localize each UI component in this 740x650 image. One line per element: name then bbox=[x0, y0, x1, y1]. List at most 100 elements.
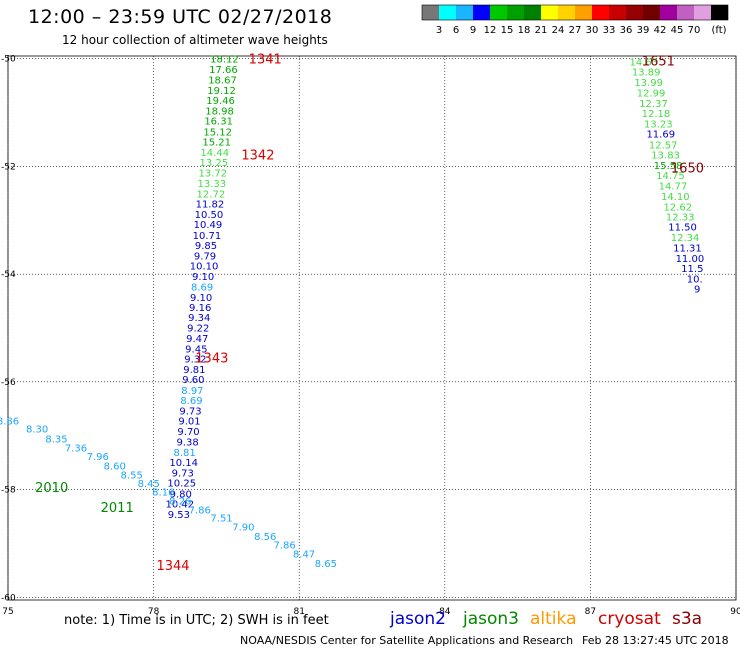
colorbar-label: 30 bbox=[586, 25, 599, 36]
wave-height-points: 18.1217.6618.6719.1219.4618.9816.3115.12… bbox=[0, 53, 704, 574]
wave-height-point: 9.70 bbox=[177, 427, 199, 438]
wave-height-point: 9.53 bbox=[168, 510, 190, 521]
wave-height-point: 19.46 bbox=[206, 96, 235, 107]
wave-height-point: 15.21 bbox=[202, 138, 231, 149]
y-tick-label: -54 bbox=[1, 270, 16, 280]
wave-height-point: 9.16 bbox=[189, 303, 211, 314]
credit-text: NOAA/NESDIS Center for Satellite Applica… bbox=[240, 634, 574, 647]
wave-height-point: 9.79 bbox=[194, 251, 216, 262]
colorbar-swatch bbox=[558, 5, 575, 20]
wave-height-point: 13.99 bbox=[634, 78, 663, 89]
wave-height-point: 10.25 bbox=[167, 479, 196, 490]
wave-height-point: 10.50 bbox=[195, 210, 224, 221]
wave-height-point: 8.16 bbox=[152, 488, 174, 499]
wave-height-point: 12.34 bbox=[671, 233, 700, 244]
wave-height-point: 9.81 bbox=[183, 365, 205, 376]
wave-height-point: 18.12 bbox=[210, 55, 239, 66]
wave-height-point: 7.51 bbox=[210, 514, 232, 525]
wave-height-point: 14.77 bbox=[659, 181, 688, 192]
y-tick-label: -60 bbox=[1, 593, 16, 603]
colorbar-swatch bbox=[660, 5, 677, 20]
wave-height-point: 9.22 bbox=[187, 323, 209, 334]
wave-height-point: 10. bbox=[687, 274, 703, 285]
colorbar-swatch bbox=[677, 5, 694, 20]
wave-height-point: 14.44 bbox=[200, 148, 229, 159]
pass-number-label: 2010 bbox=[35, 481, 68, 496]
colorbar: 3 6 9 12 15 18 21 24 27 30 33 36 39 42 45 70 (ft) bbox=[421, 4, 729, 36]
legend-jason3: jason3 bbox=[463, 609, 519, 629]
wave-height-point: 8.55 bbox=[121, 471, 143, 482]
wave-height-point: 8.97 bbox=[181, 386, 203, 397]
wave-height-point: 10.14 bbox=[169, 458, 198, 469]
colorbar-swatch bbox=[609, 5, 626, 20]
pass-number-label: 1651 bbox=[642, 54, 675, 69]
wave-height-point: 8.60 bbox=[104, 461, 126, 472]
colorbar-swatch bbox=[711, 5, 728, 20]
wave-height-point: 14.75 bbox=[656, 171, 685, 182]
wave-height-point: 8.30 bbox=[26, 425, 48, 436]
wave-height-point: 15.12 bbox=[203, 127, 232, 138]
wave-height-point: 10.10 bbox=[190, 262, 219, 273]
colorbar-swatch bbox=[473, 5, 490, 20]
legend-cryosat: cryosat bbox=[598, 609, 661, 629]
wave-height-point: 8.81 bbox=[174, 448, 196, 459]
x-tick-label: 90 bbox=[730, 607, 740, 617]
wave-height-point: 9 bbox=[694, 285, 700, 296]
wave-height-point: 8.26 bbox=[169, 496, 191, 507]
colorbar-label: 36 bbox=[620, 25, 633, 36]
wave-height-point: 7.86 bbox=[274, 541, 296, 552]
colorbar-unit: (ft) bbox=[711, 25, 726, 36]
colorbar-swatch bbox=[592, 5, 609, 20]
pass-number-label: 1344 bbox=[156, 559, 189, 574]
colorbar-label: 21 bbox=[535, 25, 548, 36]
wave-height-point: 16.31 bbox=[204, 117, 233, 128]
wave-height-point: 8.86 bbox=[0, 417, 19, 428]
colorbar-label: 39 bbox=[637, 25, 650, 36]
x-tick-label: 78 bbox=[148, 607, 160, 617]
wave-height-point: 12.37 bbox=[639, 99, 668, 110]
x-tick-label: 75 bbox=[2, 607, 13, 617]
colorbar-label: 9 bbox=[470, 25, 476, 36]
wave-height-point: 7.90 bbox=[232, 523, 254, 534]
wave-height-point: 9.34 bbox=[188, 313, 210, 324]
colorbar-swatch bbox=[524, 5, 541, 20]
colorbar-swatch bbox=[490, 5, 507, 20]
wave-height-point: 11.31 bbox=[673, 244, 702, 255]
wave-height-point: 11.69 bbox=[646, 130, 675, 141]
wave-height-point: 9.45 bbox=[185, 344, 207, 355]
wave-height-point: 7.86 bbox=[189, 506, 211, 517]
pass-number-label: 1342 bbox=[241, 149, 274, 164]
wave-height-point: 18.67 bbox=[208, 76, 237, 87]
plot-frame bbox=[7, 55, 737, 601]
wave-height-point: 9.73 bbox=[172, 468, 194, 479]
wave-height-point: 11.5 bbox=[681, 264, 703, 275]
chart-subtitle: 12 hour collection of altimeter wave hei… bbox=[62, 33, 328, 47]
wave-height-point: 13.89 bbox=[632, 68, 661, 79]
wave-height-point: 10.42 bbox=[165, 500, 194, 511]
wave-height-point: 12.62 bbox=[663, 202, 692, 213]
wave-height-point: 19.12 bbox=[207, 86, 236, 97]
colorbar-label: 27 bbox=[569, 25, 582, 36]
wave-height-point: 14.63 bbox=[629, 57, 658, 68]
y-tick-label: -58 bbox=[1, 486, 16, 496]
wave-height-point: 14.10 bbox=[661, 192, 690, 203]
colorbar-label: 6 bbox=[453, 25, 459, 36]
wave-height-point: 13.25 bbox=[199, 158, 228, 169]
wave-height-point: 8.69 bbox=[191, 283, 213, 294]
colorbar-label: 18 bbox=[518, 25, 531, 36]
wave-height-point: 10.71 bbox=[193, 231, 222, 242]
colorbar-label: 42 bbox=[654, 25, 667, 36]
y-tick-label: -56 bbox=[1, 378, 16, 388]
colorbar-label: 24 bbox=[552, 25, 565, 36]
chart-title: 12:00 – 23:59 UTC 02/27/2018 bbox=[28, 6, 333, 28]
wave-height-point: 15.58 bbox=[654, 161, 683, 172]
wave-height-point: 8.47 bbox=[293, 550, 315, 561]
wave-height-point: 12.99 bbox=[637, 89, 666, 100]
credit-timestamp: Feb 28 13:27:45 UTC 2018 bbox=[582, 634, 729, 647]
wave-height-point: 13.33 bbox=[198, 179, 227, 190]
wave-height-point: 9.01 bbox=[178, 417, 200, 428]
colorbar-swatch bbox=[456, 5, 473, 20]
wave-height-point: 9.80 bbox=[170, 489, 192, 500]
colorbar-swatch bbox=[439, 5, 456, 20]
